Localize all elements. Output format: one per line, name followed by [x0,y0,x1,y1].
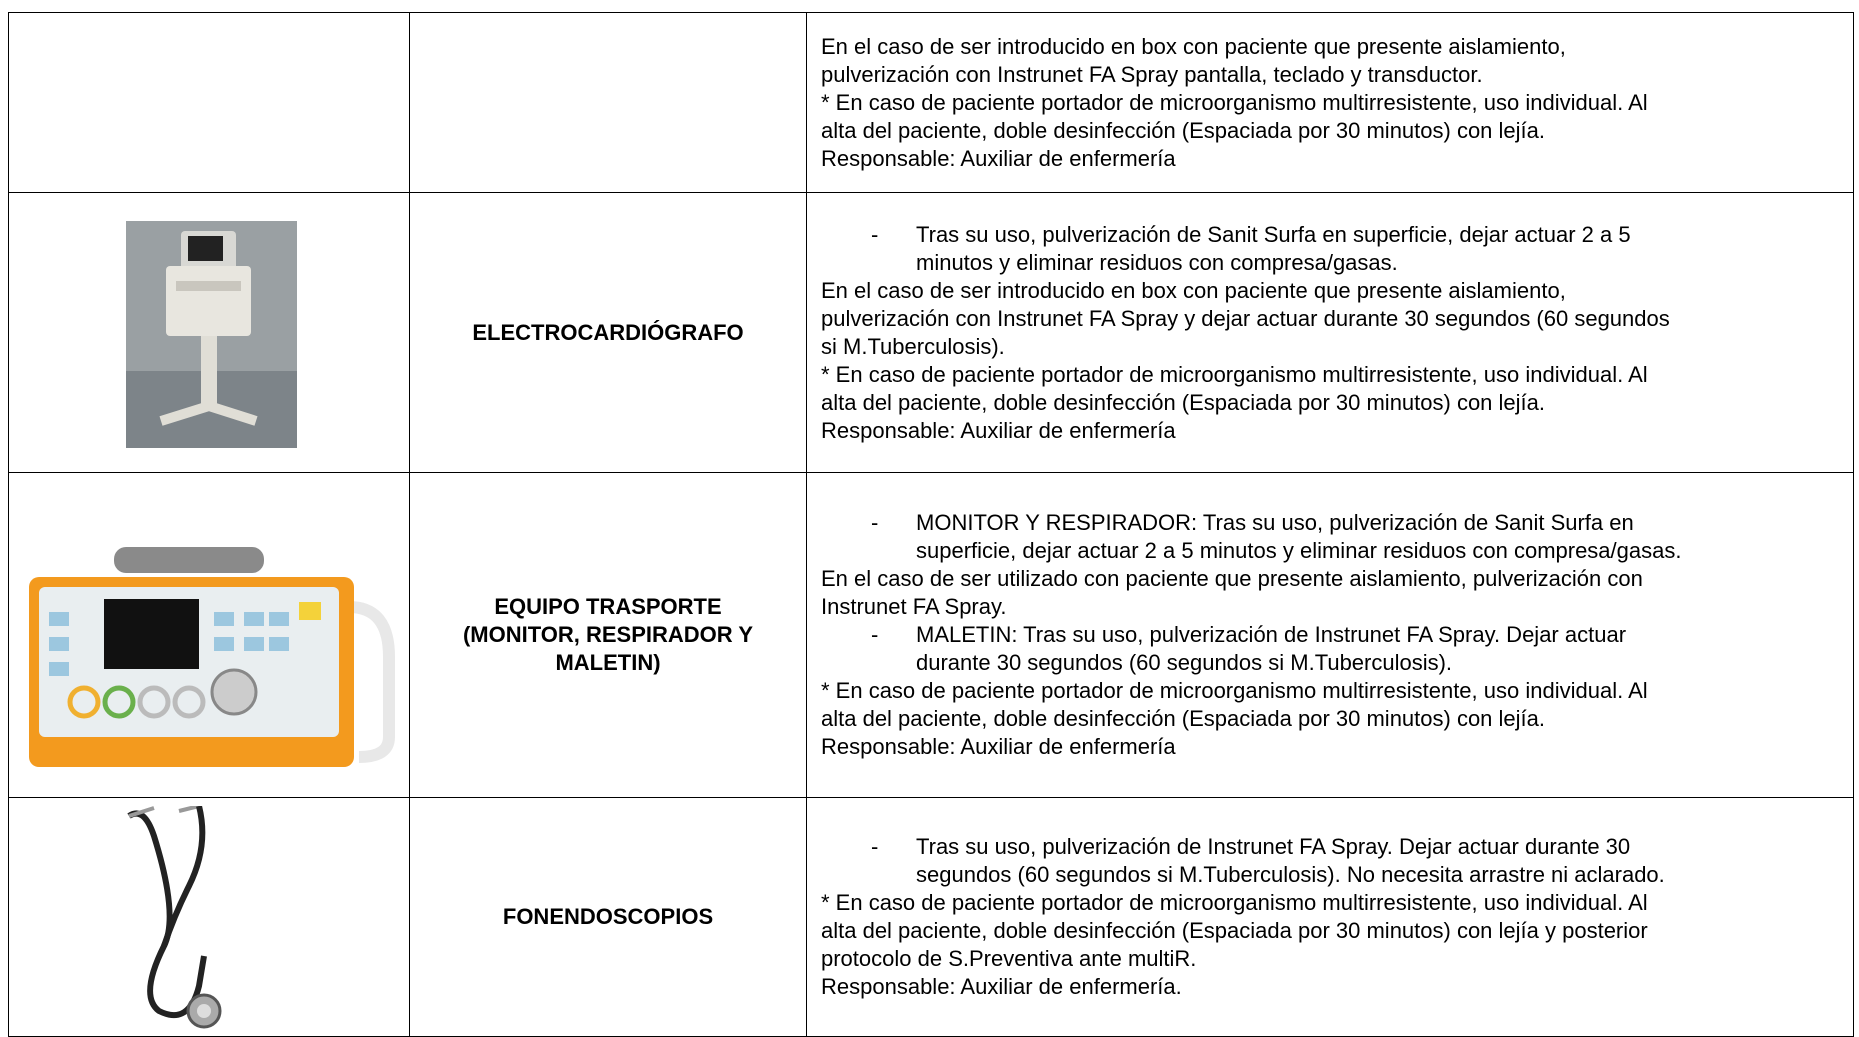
equipment-name: FONENDOSCOPIOS [502,904,714,929]
content-cell: En el caso de ser introducido en box con… [807,13,1854,193]
text: superficie, dejar actuar 2 a 5 minutos y… [916,538,1682,563]
text: En el caso de ser introducido en box con… [821,33,1566,59]
text: pulverización con Instrunet FA Spray pan… [821,61,1483,87]
text: MONITOR Y RESPIRADOR: Tras su uso, pulve… [916,510,1634,535]
text-line: En el caso de ser introducido en box con… [821,33,1853,61]
text-line: * En caso de paciente portador de microo… [821,677,1853,705]
name-cell: EQUIPO TRASPORTE (MONITOR, RESPIRADOR Y MA… [410,473,807,798]
image-cell [9,193,410,473]
text: alta del paciente, doble desinfección (E… [821,117,1546,143]
text: Tras su uso, pulverización de Sanit Surf… [916,221,1631,247]
text-line: segundos (60 segundos si M.Tuberculosis)… [821,861,1853,889]
bullet-marker: - [871,834,879,859]
text: MALETIN: Tras su uso, pulverización de I… [916,622,1627,647]
text-line: Responsable: Auxiliar de enfermería [821,145,1853,173]
equipment-name: (MONITOR, RESPIRADOR Y [462,622,754,647]
text-line: alta del paciente, doble desinfección (E… [821,389,1853,417]
text: si M.Tuberculosis). [821,333,1005,359]
text: Responsable: Auxiliar de enfermería [821,734,1176,759]
text-line: durante 30 segundos (60 segundos si M.Tu… [821,649,1853,677]
text-line: pulverización con Instrunet FA Spray pan… [821,61,1853,89]
text: Tras su uso, pulverización de Instrunet … [916,834,1631,859]
text-line: * En caso de paciente portador de microo… [821,361,1853,389]
text: * En caso de paciente portador de microo… [821,678,1648,703]
text-line: * En caso de paciente portador de microo… [821,889,1853,917]
text: En el caso de ser introducido en box con… [821,277,1566,303]
text-line: Responsable: Auxiliar de enfermería [821,417,1853,445]
text-line: alta del paciente, doble desinfección (E… [821,917,1853,945]
text-line: - Tras su uso, pulverización de Sanit Sur… [821,221,1853,249]
content-cell: - Tras su uso, pulverización de Sanit Sur… [807,193,1854,473]
text-line: En el caso de ser introducido en box con… [821,277,1853,305]
text-line: - MALETIN: Tras su uso, pulverización de … [821,621,1853,649]
text-line: Instrunet FA Spray. [821,593,1853,621]
equipment-name: ELECTROCARDIÓGRAFO [472,319,744,345]
image-cell [9,473,410,798]
text: * En caso de paciente portador de microo… [821,89,1648,115]
text-line: Responsable: Auxiliar de enfermería [821,733,1853,761]
stethoscope-image [127,806,222,1029]
text: Responsable: Auxiliar de enfermería [821,417,1176,443]
ecg-image [126,221,297,448]
name-cell: ELECTROCARDIÓGRAFO [410,193,807,473]
text: * En caso de paciente portador de microo… [821,361,1648,387]
table: En el caso de ser introducido en box con… [8,12,1854,1037]
text-line: - MONITOR Y RESPIRADOR: Tras su uso, pulv… [821,509,1853,537]
text: * En caso de paciente portador de microo… [821,890,1648,915]
text: Responsable: Auxiliar de enfermería [821,145,1176,171]
text: minutos y eliminar residuos con compresa… [916,249,1398,275]
text-line: protocolo de S.Preventiva ante multiR. [821,945,1853,973]
text: En el caso de ser utilizado con paciente… [821,566,1643,591]
text-line: si M.Tuberculosis). [821,333,1853,361]
text-line: superficie, dejar actuar 2 a 5 minutos y… [821,537,1853,565]
text: Instrunet FA Spray. [821,594,1007,619]
text: protocolo de S.Preventiva ante multiR. [821,946,1197,971]
bullet-marker: - [871,510,879,535]
bullet-marker: - [871,221,879,247]
text: alta del paciente, doble desinfección (E… [821,389,1546,415]
image-cell [9,13,410,193]
text: alta del paciente, doble desinfección (E… [821,706,1546,731]
name-cell [410,13,807,193]
text: alta del paciente, doble desinfección (E… [821,918,1648,943]
name-cell: FONENDOSCOPIOS [410,798,807,1037]
text-line: Responsable: Auxiliar de enfermería. [821,973,1853,1001]
content-cell: - Tras su uso, pulverización de Instrunet… [807,798,1854,1037]
text-line: pulverización con Instrunet FA Spray y d… [821,305,1853,333]
content-cell: - MONITOR Y RESPIRADOR: Tras su uso, pulv… [807,473,1854,798]
text-line: minutos y eliminar residuos con compresa… [821,249,1853,277]
text: segundos (60 segundos si M.Tuberculosis)… [916,862,1665,887]
text-line: * En caso de paciente portador de microo… [821,89,1853,117]
text: pulverización con Instrunet FA Spray y d… [821,305,1670,331]
text-line: - Tras su uso, pulverización de Instrunet… [821,833,1853,861]
text-line: alta del paciente, doble desinfección (E… [821,117,1853,145]
text-line: alta del paciente, doble desinfección (E… [821,705,1853,733]
text: Responsable: Auxiliar de enfermería. [821,974,1182,999]
equipment-name: MALETIN) [555,650,661,675]
equipment-name: EQUIPO TRASPORTE [494,594,722,619]
text: durante 30 segundos (60 segundos si M.Tu… [916,650,1453,675]
bullet-marker: - [871,622,879,647]
text-line: En el caso de ser utilizado con paciente… [821,565,1853,593]
transport-equipment-image [24,547,398,773]
